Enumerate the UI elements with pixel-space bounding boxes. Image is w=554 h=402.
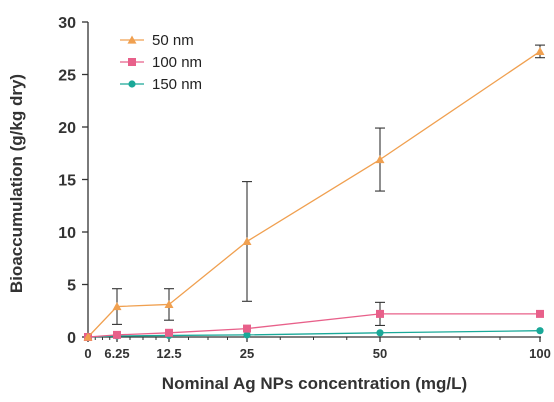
data-point [165, 328, 173, 337]
legend: 50 nm 100 nm 150 nm [120, 32, 202, 93]
legend-marker [127, 35, 137, 44]
data-point [164, 299, 174, 309]
legend-label: 150 nm [152, 76, 202, 93]
x-axis-title: Nominal Ag NPs concentration (mg/L) [162, 374, 467, 393]
data-point [243, 324, 251, 333]
legend-entry: 50 nm [120, 32, 194, 49]
y-tick-label: 5 [67, 278, 76, 295]
data-point [375, 155, 385, 164]
data-point [536, 309, 544, 318]
data-point [376, 309, 384, 318]
y-tick-label: 0 [67, 330, 76, 347]
legend-marker [128, 58, 136, 66]
series-50-nm [83, 44, 545, 341]
y-tick-label: 30 [58, 15, 76, 32]
axis-ticks: 0 5 10 15 20 25 30 0 6.25 12.5 25 50 100 [58, 15, 551, 361]
data-point [113, 330, 121, 339]
x-tick-label: 0 [84, 346, 91, 361]
y-axis-title: Bioaccumulation (g/kg dry) [7, 74, 26, 293]
data-point [112, 302, 122, 311]
legend-entry: 150 nm [120, 76, 202, 93]
legend-label: 100 nm [152, 54, 202, 71]
y-tick-label: 10 [58, 225, 76, 242]
legend-label: 50 nm [152, 32, 194, 49]
data-point [242, 236, 252, 246]
legend-entry: 100 nm [120, 54, 202, 71]
y-tick-label: 25 [58, 68, 76, 85]
x-tick-label: 100 [529, 346, 551, 361]
y-tick-label: 20 [58, 120, 76, 137]
data-point [243, 331, 251, 339]
x-tick-label: 50 [373, 346, 387, 361]
x-tick-label: 12.5 [156, 346, 181, 361]
series-line [87, 313, 540, 338]
data-point [83, 332, 93, 341]
data-point [376, 329, 384, 337]
series-line [87, 50, 541, 338]
x-tick-label: 25 [240, 346, 254, 361]
data-point [536, 327, 544, 335]
y-tick-label: 15 [58, 173, 76, 190]
data-point [535, 46, 545, 55]
x-tick-label: 6.25 [104, 346, 129, 361]
legend-marker [128, 80, 136, 88]
series-layer [83, 44, 545, 341]
series-line [87, 330, 541, 338]
